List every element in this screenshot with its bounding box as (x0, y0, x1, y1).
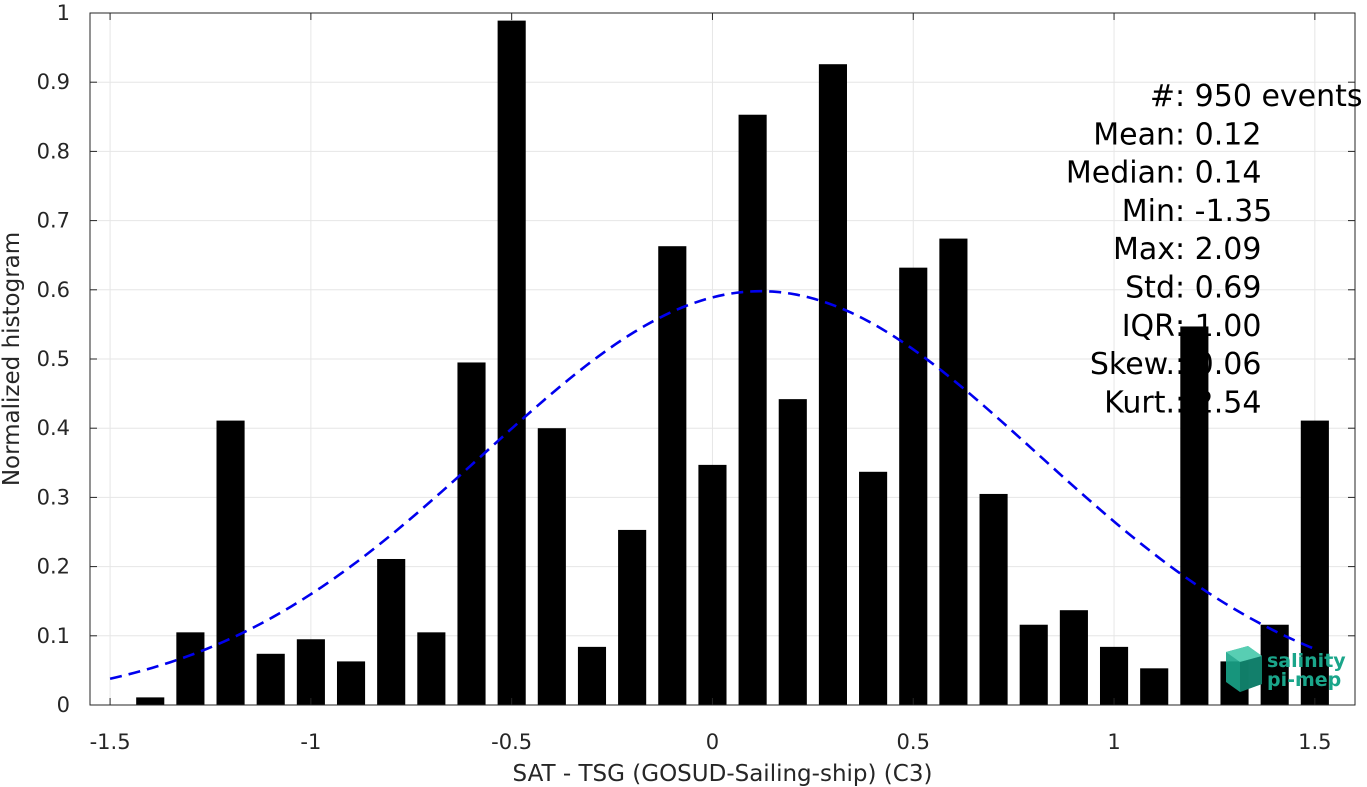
y-axis-title: Normalized histogram (0, 232, 25, 486)
stat-value: : 0.69 (1175, 271, 1261, 306)
y-tick-label: 0.2 (37, 555, 70, 579)
salinity-pimep-logo: salinity pi-mep (1226, 646, 1346, 692)
axis-ticks: -1.5 -1 -0.5 0 0.5 1 1.5 0 0.1 0.2 0.3 0.4 0.5 0.6 0.7… (37, 1, 1355, 754)
histogram-bar (778, 399, 807, 705)
logo-text-salinity: salinity (1267, 650, 1346, 672)
x-tick-label: 0.5 (897, 730, 930, 754)
x-tick-label: 0 (706, 730, 719, 754)
x-tick-label: 1.5 (1298, 730, 1331, 754)
stat-value: : 950 events (1175, 79, 1363, 114)
histogram-bar (457, 362, 486, 705)
y-tick-label: 0.3 (37, 485, 70, 509)
stat-label: Median (1066, 156, 1175, 191)
histogram-bar (497, 20, 526, 705)
x-tick-label: 1 (1107, 730, 1120, 754)
histogram-bar (417, 632, 446, 705)
stat-label: Max (1113, 232, 1175, 267)
stat-label: Std (1125, 271, 1175, 306)
histogram-bar (136, 697, 165, 705)
histogram-bar (1180, 326, 1209, 705)
histogram-bar (818, 64, 847, 705)
y-tick-label: 0.8 (37, 139, 70, 163)
stat-value: : -1.35 (1175, 194, 1272, 229)
y-tick-label: 0.9 (37, 70, 70, 94)
stat-label: Min (1122, 194, 1175, 229)
histogram-bar (1019, 624, 1048, 705)
stat-label: # (1150, 79, 1175, 114)
stat-value: : 2.54 (1175, 385, 1261, 420)
x-tick-label: -0.5 (491, 730, 532, 754)
y-tick-label: 0.7 (37, 209, 70, 233)
histogram-bar (296, 639, 325, 705)
logo-cube-icon (1226, 646, 1262, 692)
histogram-bar (256, 653, 285, 705)
histogram-bar (899, 267, 928, 705)
stat-value: : 0.12 (1175, 117, 1261, 152)
histogram-bar (738, 114, 767, 705)
stat-label: Kurt. (1104, 385, 1175, 420)
histogram-bar (658, 246, 687, 706)
histogram-bar (618, 529, 647, 705)
histogram-bar (1099, 646, 1129, 705)
stat-label: Mean (1093, 117, 1175, 152)
bars (136, 20, 1329, 706)
histogram-bar (577, 646, 607, 705)
histogram-bar (537, 428, 566, 705)
stat-value: : 0.14 (1175, 156, 1261, 191)
histogram-bar (1260, 624, 1289, 705)
gaussian-fit-curve (109, 289, 1316, 680)
histogram-bar (698, 464, 727, 705)
histogram-bar (176, 632, 205, 705)
x-tick-label: -1 (300, 730, 321, 754)
stat-value: : 0.06 (1175, 347, 1261, 382)
logo-text-pimep: pi-mep (1267, 669, 1341, 691)
stat-label: IQR (1122, 309, 1175, 344)
histogram-bar (939, 238, 968, 706)
y-tick-label: 0.6 (37, 278, 70, 302)
stat-label: Skew. (1090, 347, 1175, 382)
histogram-bar (1140, 668, 1169, 705)
histogram-bar (336, 661, 366, 705)
x-tick-label: -1.5 (90, 730, 131, 754)
histogram-bar (859, 471, 888, 705)
histogram-bar (216, 420, 245, 705)
y-tick-label: 0.1 (37, 624, 70, 648)
y-tick-label: 0 (57, 693, 70, 717)
x-axis-title: SAT - TSG (GOSUD-Sailing-ship) (C3) (513, 761, 933, 787)
y-tick-label: 0.4 (37, 416, 70, 440)
histogram-bar (1059, 610, 1088, 705)
y-tick-label: 1 (57, 1, 70, 25)
histogram-bar (979, 493, 1008, 705)
y-tick-label: 0.5 (37, 347, 70, 371)
histogram-bar (1300, 420, 1329, 705)
stat-value: : 1.00 (1175, 309, 1261, 344)
histogram-bar (377, 558, 406, 705)
stat-value: : 2.09 (1175, 232, 1261, 267)
